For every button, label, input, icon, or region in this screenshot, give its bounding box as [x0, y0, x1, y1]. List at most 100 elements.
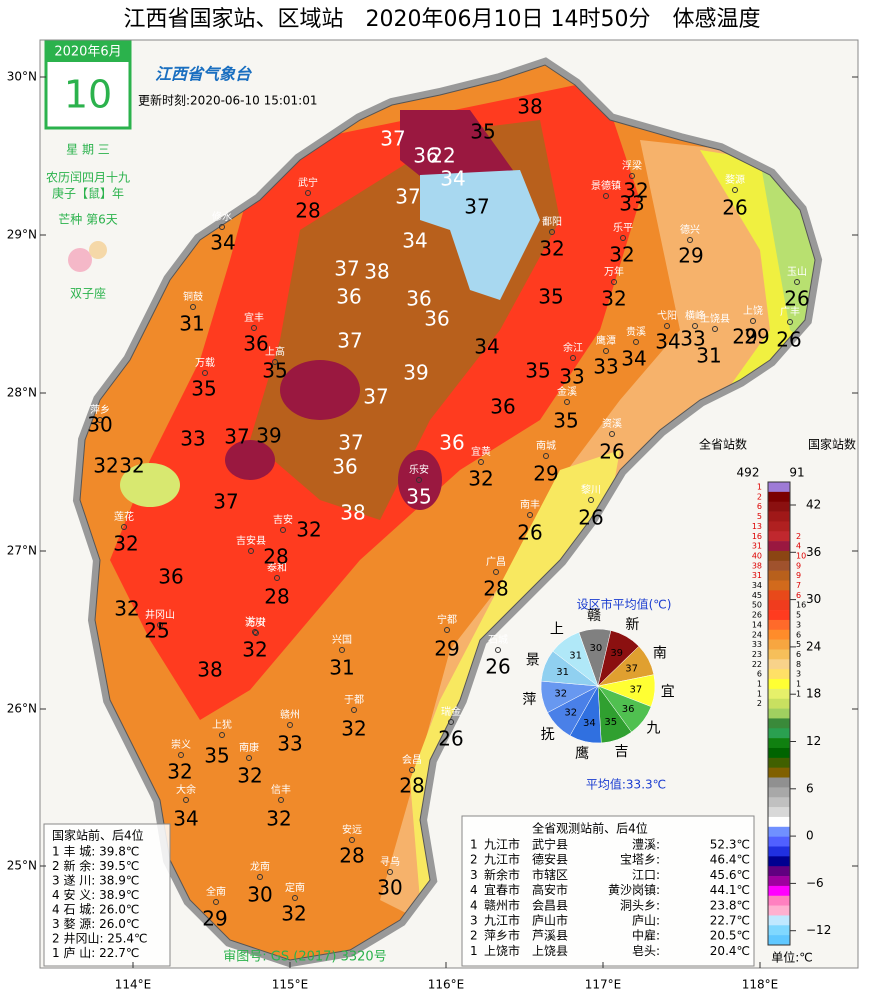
city-name: 崇义: [171, 739, 191, 751]
city-name: 景德镇: [591, 179, 621, 192]
station: [611, 279, 617, 285]
temperature-label: 33: [277, 732, 302, 756]
temperature-label: 36: [490, 395, 515, 419]
table-cell: 宜春市: [484, 882, 520, 897]
city-name: 吉安: [273, 513, 293, 526]
color-bin: [768, 610, 790, 621]
table-cell: 1: [470, 838, 478, 852]
temperature-label: 34: [621, 347, 646, 371]
table-box: [43, 823, 171, 967]
color-bin: [768, 580, 790, 591]
color-bin: [768, 935, 790, 946]
station: [202, 370, 208, 376]
city-name: 于都: [344, 694, 364, 706]
table-cell: 江口:: [632, 868, 660, 882]
station: [609, 431, 615, 437]
table-row: 1 丰 城: 39.8℃: [52, 845, 139, 859]
station: [190, 304, 196, 310]
city-name: 上犹: [212, 719, 232, 731]
national-count: 16: [796, 601, 806, 610]
color-bin: [768, 915, 790, 926]
province-count: 1: [757, 680, 762, 689]
pie-value: 32: [554, 689, 567, 700]
table-cell: 高安市: [532, 882, 568, 897]
temperature-label: 30: [377, 876, 402, 900]
temperature-label: 38: [364, 260, 389, 284]
temperature-label: 34: [655, 330, 680, 354]
temperature-label: 37: [334, 257, 359, 281]
province-table: 全省观测站前、后4位: [461, 815, 755, 967]
temperature-label: 26: [517, 521, 542, 545]
city-name: 宜黄: [471, 445, 491, 458]
city-name: 万载: [195, 357, 215, 369]
pie-slice: [552, 631, 599, 687]
pie-label: 南: [653, 645, 667, 661]
temperature-label: 32: [93, 454, 118, 478]
color-bin: [768, 600, 790, 611]
lat-label: 25°N: [7, 859, 37, 873]
national-count: 2: [796, 532, 801, 541]
color-bin: [768, 550, 790, 562]
colorbar-label: 42: [806, 498, 821, 512]
temperature-label: 34: [173, 807, 198, 831]
national-count: 3: [796, 620, 801, 629]
temperature-label: 32: [539, 237, 564, 261]
zodiac: 双子座: [70, 286, 106, 301]
national-count: 4: [796, 542, 801, 551]
temperature-label: 33: [619, 192, 644, 216]
table-cell: 庐山:: [632, 913, 660, 928]
station: [620, 235, 626, 241]
province-count: 50: [752, 601, 762, 610]
province-count: 34: [752, 581, 762, 590]
national-count: 1: [796, 689, 801, 698]
station: [248, 548, 254, 554]
pie-value: 32: [564, 707, 577, 718]
station: [253, 630, 259, 636]
temperature-label: 31: [179, 312, 204, 336]
table-row: 3 婺 源: 26.0℃: [52, 916, 139, 931]
color-bin: [768, 491, 790, 503]
city-name: 南康: [239, 741, 259, 754]
temperature-label: 35: [262, 359, 287, 383]
table-cell: 萍乡市: [484, 928, 520, 943]
table-cell: 3: [470, 868, 478, 882]
lat-label: 26°N: [7, 702, 37, 716]
temperature-label: 34: [210, 231, 235, 255]
station: [543, 453, 549, 459]
national-count: 9: [796, 571, 801, 580]
temperature-label: 26: [438, 727, 463, 751]
temperature-label: 35: [525, 359, 550, 383]
station: [794, 279, 800, 285]
pie-label: 吉: [615, 744, 629, 760]
pie-label: 九: [646, 721, 660, 737]
station: [712, 326, 718, 332]
pie-label: 上: [550, 621, 564, 637]
station: [416, 477, 422, 483]
province-count: 1: [757, 483, 762, 492]
city-name: 南丰: [520, 498, 540, 511]
color-bin: [768, 866, 790, 877]
city-name: 会昌: [402, 753, 422, 766]
pie-value: 37: [629, 684, 642, 695]
color-bin: [768, 846, 790, 857]
approval-number: 审图号: GS (2017) 3320号: [223, 950, 386, 965]
city-name: 广昌: [486, 556, 506, 568]
province-count: 1: [757, 689, 762, 698]
temperature-label: 32: [623, 179, 648, 203]
city-name: 莲花: [114, 510, 134, 523]
lat-label: 30°N: [7, 70, 37, 84]
temperature-label: 37: [380, 127, 405, 151]
province-count: 6: [757, 670, 762, 679]
colorbar-label: 36: [806, 545, 821, 559]
station: [409, 767, 415, 773]
table-cell: 九江市: [484, 913, 520, 928]
color-bin: [768, 826, 790, 837]
temperature-label: 26: [784, 287, 809, 311]
table-cell: 宝塔乡:: [620, 853, 660, 867]
station: [495, 647, 501, 653]
table-cell: 46.4℃: [710, 853, 750, 867]
color-bin: [768, 560, 790, 571]
city-name: 德兴: [680, 223, 700, 236]
national-table: 国家站前、后4位: [43, 823, 171, 967]
